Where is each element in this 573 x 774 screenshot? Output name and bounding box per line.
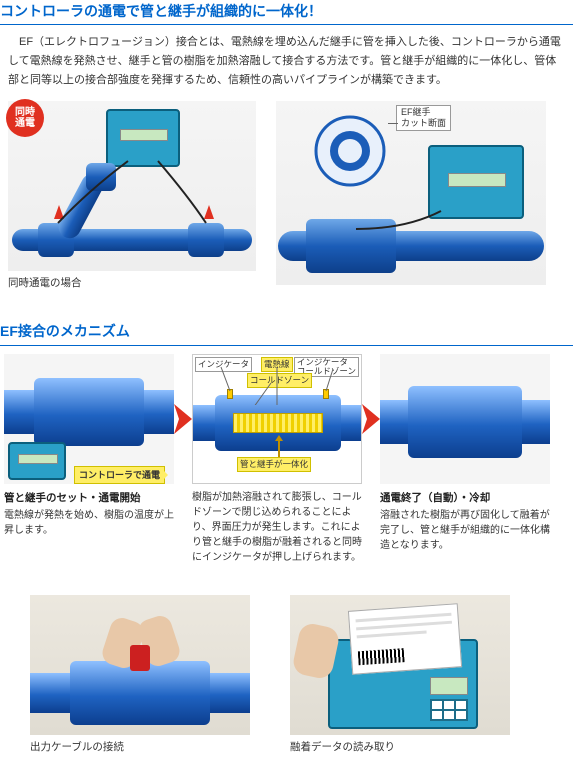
data-sheet-icon	[348, 603, 462, 675]
arrow-up-icon	[204, 205, 214, 219]
mech-title-1: 管と継手のセット・通電開始	[4, 490, 174, 507]
indicator-icon	[227, 389, 233, 399]
section1-intro: EF（エレクトロフュージョン）接合とは、電熱線を埋め込んだ継手に管を挿入した後、…	[0, 33, 573, 101]
arrow-up-icon	[54, 205, 64, 219]
mech-img-1: コントローラで通電	[4, 354, 174, 484]
section3-left-caption: 出力ケーブルの接続	[30, 739, 250, 756]
mech-img-3	[380, 354, 550, 484]
mechanism-row: コントローラで通電 管と継手のセット・通電開始 電熱線が発熱を始め、樹脂の温度が…	[0, 354, 573, 565]
pipe-elbow-icon	[86, 163, 116, 191]
pipe-joint-icon	[188, 223, 224, 257]
section1-left-caption: 同時通電の場合	[8, 275, 256, 292]
label-fusion: 管と継手が一体化	[237, 457, 311, 473]
controller-device-icon	[106, 109, 180, 167]
label-controller-energize: コントローラで通電	[74, 466, 165, 484]
section2-title: EF接合のメカニズム	[0, 320, 573, 345]
pipe-joint-large-icon	[306, 219, 396, 273]
photo-data-read	[290, 595, 510, 735]
controller-device-icon	[428, 145, 524, 219]
mechanism-step-3: 通電終了（自動）・冷却 溶融された樹脂が再び固化して融着が完了し、管と継手が組織…	[380, 354, 550, 554]
arrow-up-icon	[273, 435, 285, 457]
section1-image-row: 同時 通電 同時通電の場合 EF継手 カット断面	[0, 101, 573, 292]
label-heater: 電熱線	[261, 357, 293, 373]
label-indicator-left: インジケータ	[195, 357, 252, 373]
controller-screen-icon	[120, 129, 168, 141]
section1-title: コントローラの通電で管と継手が組織的に一体化！	[0, 0, 573, 25]
pointer-line-icon	[388, 123, 398, 124]
cut-section-icon	[310, 111, 390, 191]
arrow-right-icon	[362, 354, 380, 484]
section3-right-box: 融着データの読み取り	[290, 595, 510, 756]
controller-device-icon	[8, 442, 66, 480]
section1-left-image-box: 同時 通電 同時通電の場合	[8, 101, 256, 292]
controller-screen-icon	[430, 677, 468, 695]
pipe-joint-icon	[408, 386, 522, 458]
fusion-zone-icon	[233, 413, 323, 433]
indicator-icon	[323, 389, 329, 399]
photo-simultaneous-energize	[8, 101, 256, 271]
section2: EF接合のメカニズム コントローラで通電 管と継手のセット・通電開始 電熱線が発…	[0, 320, 573, 564]
section1-right-image-box: EF継手 カット断面	[276, 101, 546, 292]
label-cold-zone: コールドゾーン	[247, 373, 312, 389]
mech-desc-3: 溶融された樹脂が再び固化して融着が完了し、管と継手が組織的に一体化構造となります…	[380, 508, 550, 553]
controller-screen-icon	[448, 173, 506, 187]
photo-cross-section: EF継手 カット断面	[276, 101, 546, 285]
section3-image-row: 出力ケーブルの接続 融着データの読み取り	[0, 595, 573, 756]
mechanism-step-2: インジケータ 電熱線 インジケータ コールドゾーン コールドゾーン 管と継手が一…	[192, 354, 362, 565]
mechanism-step-1: コントローラで通電 管と継手のセット・通電開始 電熱線が発熱を始め、樹脂の温度が…	[4, 354, 174, 539]
photo-cable-connect	[30, 595, 250, 735]
pipe-joint-icon	[34, 378, 144, 446]
section3-right-caption: 融着データの読み取り	[290, 739, 510, 756]
plug-icon	[130, 645, 150, 671]
callout-ef-joint-cut: EF継手 カット断面	[396, 105, 451, 131]
mech-desc-2: 樹脂が加熱溶融されて膨張し、コールドゾーンで閉じ込められることにより、界面圧力が…	[192, 490, 362, 565]
mech-title-3: 通電終了（自動）・冷却	[380, 490, 550, 507]
mech-desc-1: 電熱線が発熱を始め、樹脂の温度が上昇します。	[4, 508, 174, 538]
section3-left-box: 出力ケーブルの接続	[30, 595, 250, 756]
mech-img-2-diagram: インジケータ 電熱線 インジケータ コールドゾーン コールドゾーン 管と継手が一…	[192, 354, 362, 484]
keypad-icon	[430, 699, 468, 721]
controller-screen-icon	[18, 454, 58, 464]
arrow-right-icon	[174, 354, 192, 484]
